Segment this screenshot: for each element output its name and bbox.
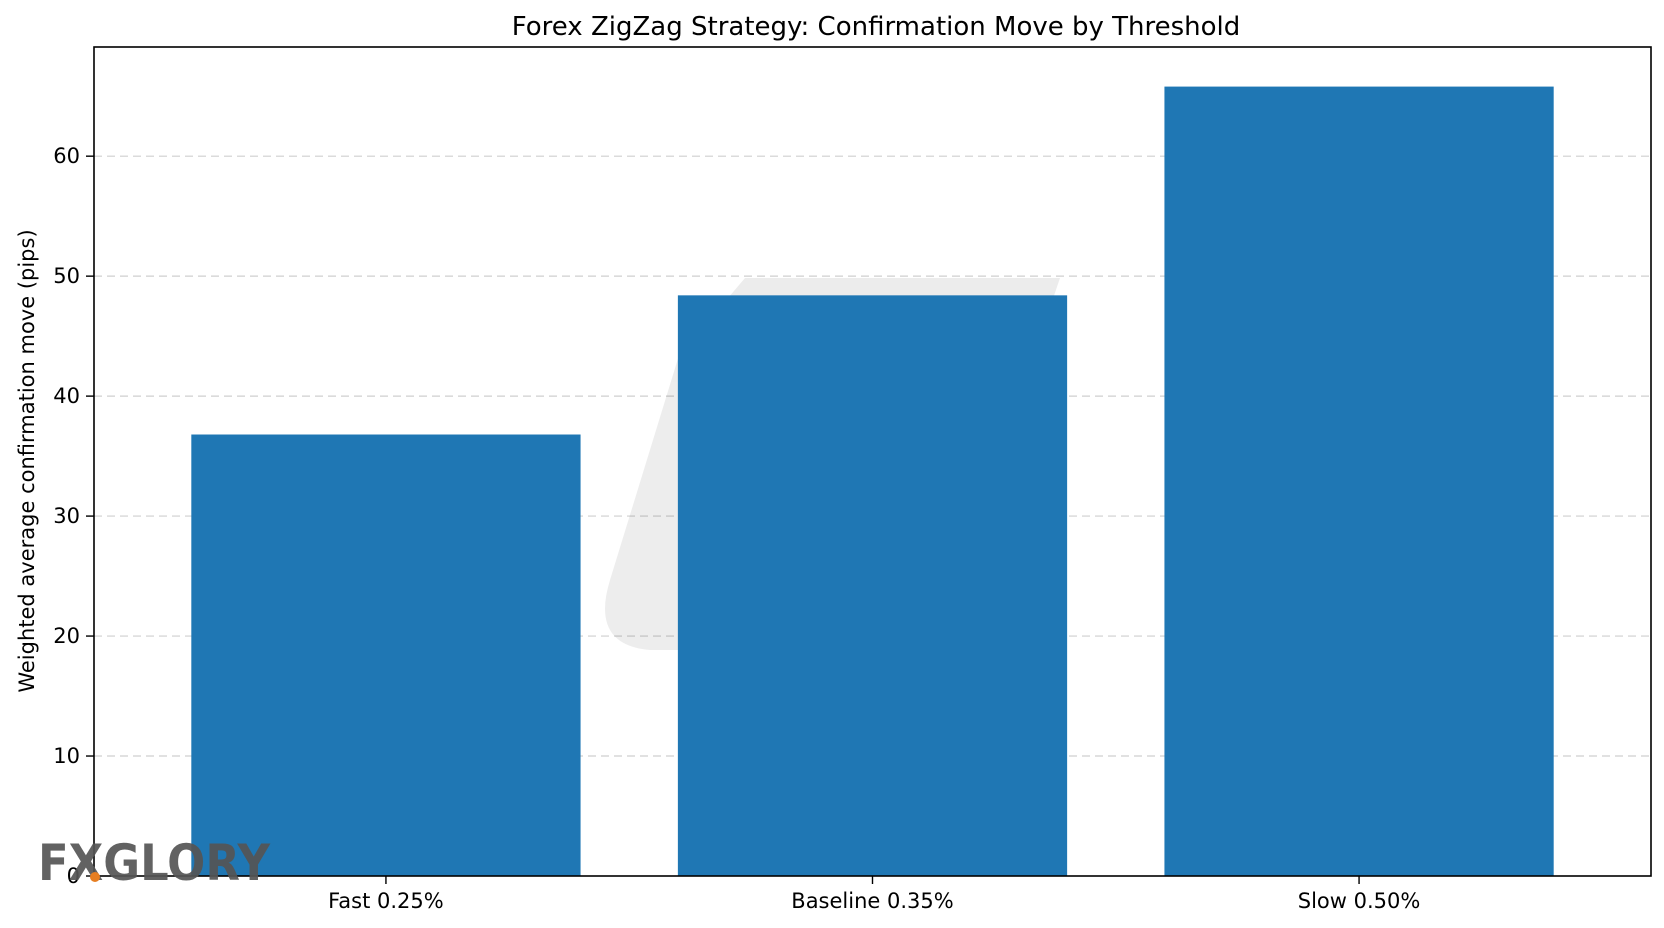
fxglory-logo: FXGLORY xyxy=(38,834,271,892)
x-tick-label-1: Baseline 0.35% xyxy=(791,889,953,913)
bar-2 xyxy=(1164,86,1554,876)
y-axis-label: Weighted average confirmation move (pips… xyxy=(15,229,39,692)
x-tick-label-2: Slow 0.50% xyxy=(1298,889,1421,913)
bars xyxy=(191,86,1554,876)
y-tick-label-50: 50 xyxy=(53,264,80,288)
y-tick-label-60: 60 xyxy=(53,144,80,168)
y-tick-label-30: 30 xyxy=(53,504,80,528)
y-axis-ticks: 0 10 20 30 40 50 60 xyxy=(53,144,94,888)
y-tick-label-0: 0 xyxy=(67,864,80,888)
y-tick-label-40: 40 xyxy=(53,384,80,408)
x-tick-label-0: Fast 0.25% xyxy=(328,889,444,913)
chart-title: Forex ZigZag Strategy: Confirmation Move… xyxy=(512,12,1241,42)
y-tick-label-10: 10 xyxy=(53,744,80,768)
logo-accent-dot xyxy=(90,872,100,882)
bar-0 xyxy=(191,434,581,876)
logo-text: FXGLORY xyxy=(38,834,271,892)
y-tick-label-20: 20 xyxy=(53,624,80,648)
bar-1 xyxy=(677,295,1068,876)
x-axis-ticks: Fast 0.25% Baseline 0.35% Slow 0.50% xyxy=(328,876,1420,913)
